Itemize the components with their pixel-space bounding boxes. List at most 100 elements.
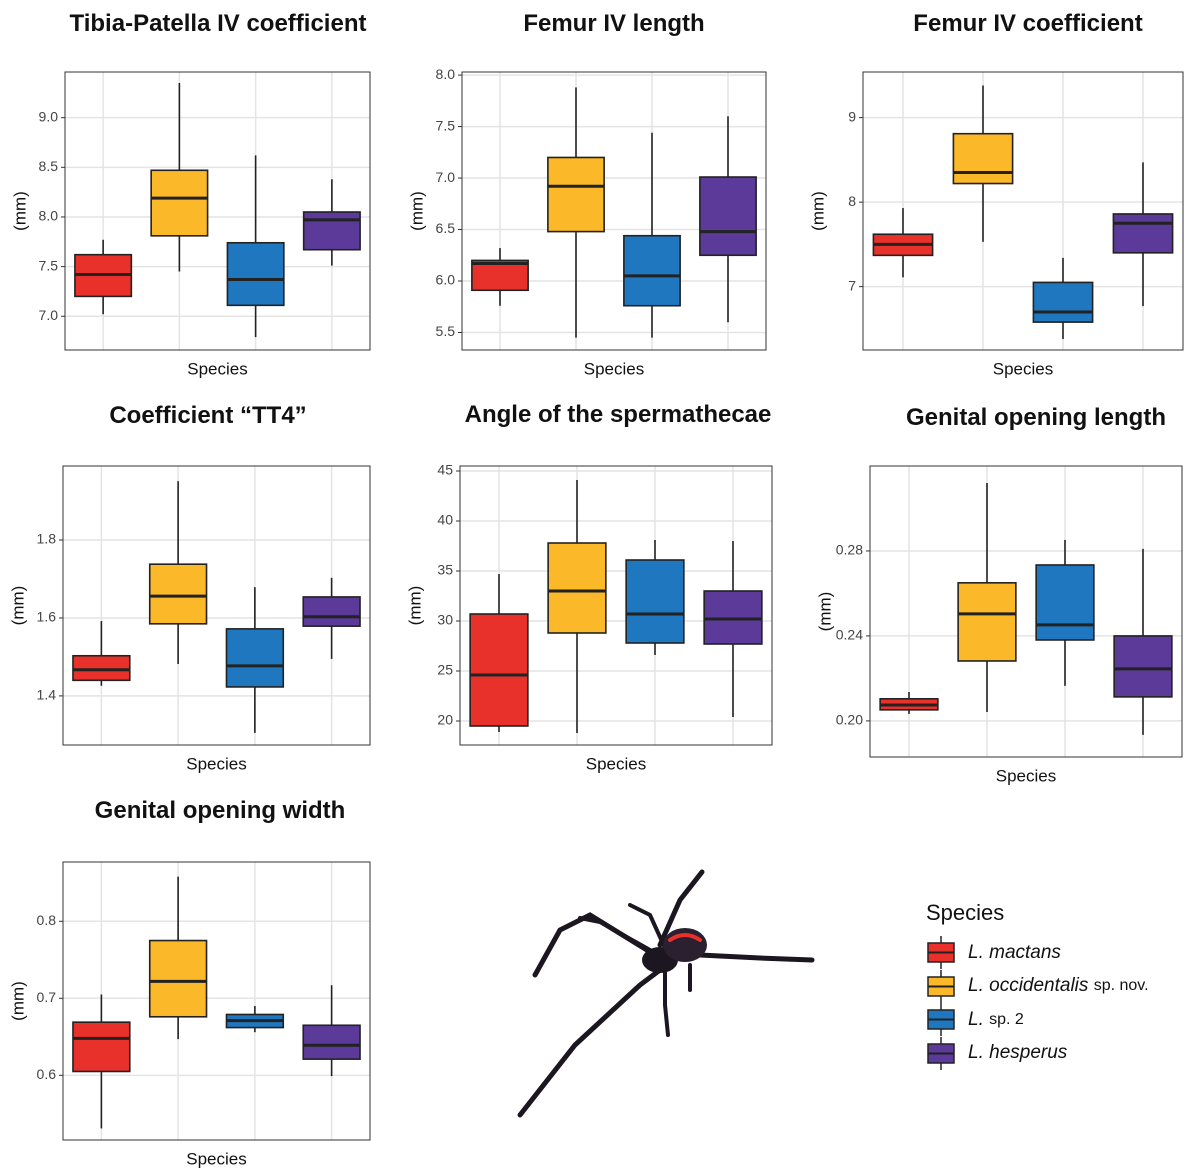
y-tick-label: 25 (437, 662, 453, 678)
y-tick-label: 8.0 (436, 66, 456, 82)
legend-key (927, 969, 955, 1003)
y-tick-label: 0.6 (37, 1066, 57, 1082)
y-tick-label: 8 (848, 193, 856, 209)
y-tick-label: 30 (437, 612, 453, 628)
y-tick-label: 6.0 (436, 272, 456, 288)
box (1112, 213, 1174, 254)
box (302, 596, 361, 627)
box (72, 1021, 131, 1073)
box (471, 259, 529, 292)
chart-title: Genital opening width (94, 797, 346, 824)
chart-title: Coefficient “TT4” (109, 402, 307, 429)
y-tick-label: 7 (848, 277, 856, 293)
legend-item: L. mactans (926, 936, 1149, 970)
box (1113, 635, 1173, 698)
box (1035, 564, 1095, 641)
legend-label: L. occidentalis (968, 975, 1089, 997)
box (302, 1024, 361, 1060)
y-axis-label: (mm) (8, 981, 27, 1021)
panel-border (862, 71, 1184, 351)
spider-illustration (517, 869, 815, 1118)
x-axis-label: Species (586, 754, 646, 773)
y-axis-label: (mm) (808, 191, 827, 231)
x-axis-label: Species (187, 359, 247, 378)
y-tick-label: 0.28 (836, 542, 863, 558)
panel-background (863, 72, 1183, 350)
x-axis-label: Species (584, 359, 644, 378)
y-tick-label: 1.4 (37, 687, 57, 703)
panel-border (459, 465, 773, 746)
y-tick-label: 20 (437, 712, 453, 728)
y-tick-label: 7.0 (436, 169, 456, 185)
y-tick-label: 0.20 (836, 712, 863, 728)
y-tick-label: 1.6 (37, 609, 57, 625)
legend: Species L. mactans L. occidentalis sp. no… (926, 900, 1149, 1070)
panel-background (63, 862, 370, 1140)
box (547, 542, 607, 634)
y-tick-label: 45 (437, 462, 453, 478)
legend-label-suffix: sp. nov. (1093, 977, 1149, 995)
panel-border (461, 71, 767, 351)
box (150, 169, 209, 237)
box (625, 559, 685, 644)
y-tick-label: 0.8 (37, 912, 57, 928)
x-axis-label: Species (186, 1149, 246, 1168)
chart-title: Genital opening length (906, 404, 1166, 431)
chart-title: Tibia-Patella IV coefficient (69, 10, 367, 37)
y-tick-label: 0.24 (836, 627, 863, 643)
box (952, 132, 1014, 185)
y-tick-label: 6.5 (436, 220, 456, 236)
y-tick-label: 5.5 (436, 323, 456, 339)
legend-item: L. sp. 2 (926, 1003, 1149, 1037)
chart-title: Femur IV coefficient (913, 10, 1143, 37)
x-axis-label: Species (996, 766, 1056, 785)
y-tick-label: 40 (437, 512, 453, 528)
box (148, 939, 208, 1018)
x-axis-label: Species (186, 754, 246, 773)
chart-title: Angle of the spermathecae (464, 401, 772, 428)
box (148, 563, 208, 625)
box (623, 234, 681, 307)
chart-title: Femur IV length (523, 10, 705, 37)
legend-key (927, 1003, 955, 1037)
y-axis-label: (mm) (10, 191, 29, 231)
y-axis-label: (mm) (815, 592, 834, 632)
y-tick-label: 1.8 (37, 531, 57, 547)
box (225, 628, 285, 688)
y-tick-label: 7.5 (436, 117, 456, 133)
panel-background (870, 466, 1182, 757)
legend-label: L. (968, 1008, 984, 1030)
panel-border (64, 71, 371, 351)
panel-background (65, 72, 370, 350)
box (226, 241, 285, 307)
y-tick-label: 35 (437, 562, 453, 578)
y-axis-label: (mm) (405, 586, 424, 626)
legend-item: L. occidentalis sp. nov. (926, 969, 1149, 1004)
y-tick-label: 0.7 (37, 989, 57, 1005)
y-tick-label: 9.0 (39, 108, 59, 124)
panel-border (62, 465, 371, 746)
y-tick-label: 8.5 (39, 158, 59, 174)
box (1032, 281, 1094, 323)
legend-label: L. mactans (968, 941, 1061, 963)
legend-label-suffix: sp. 2 (989, 1010, 1024, 1028)
panel-border (62, 861, 371, 1141)
y-tick-label: 7.5 (39, 257, 59, 273)
legend-label: L. hesperus (968, 1042, 1068, 1064)
legend-title: Species (926, 900, 1005, 925)
y-axis-label: (mm) (8, 586, 27, 626)
box (469, 613, 529, 727)
box (72, 654, 131, 682)
y-tick-label: 7.0 (39, 307, 59, 323)
box (957, 582, 1017, 662)
legend-key (927, 1036, 955, 1070)
y-tick-label: 8.0 (39, 208, 59, 224)
box (699, 176, 757, 257)
box (302, 211, 361, 251)
legend-item: L. hesperus (926, 1036, 1149, 1071)
box (547, 156, 605, 233)
y-tick-label: 9 (848, 108, 856, 124)
panel-border (869, 465, 1183, 758)
